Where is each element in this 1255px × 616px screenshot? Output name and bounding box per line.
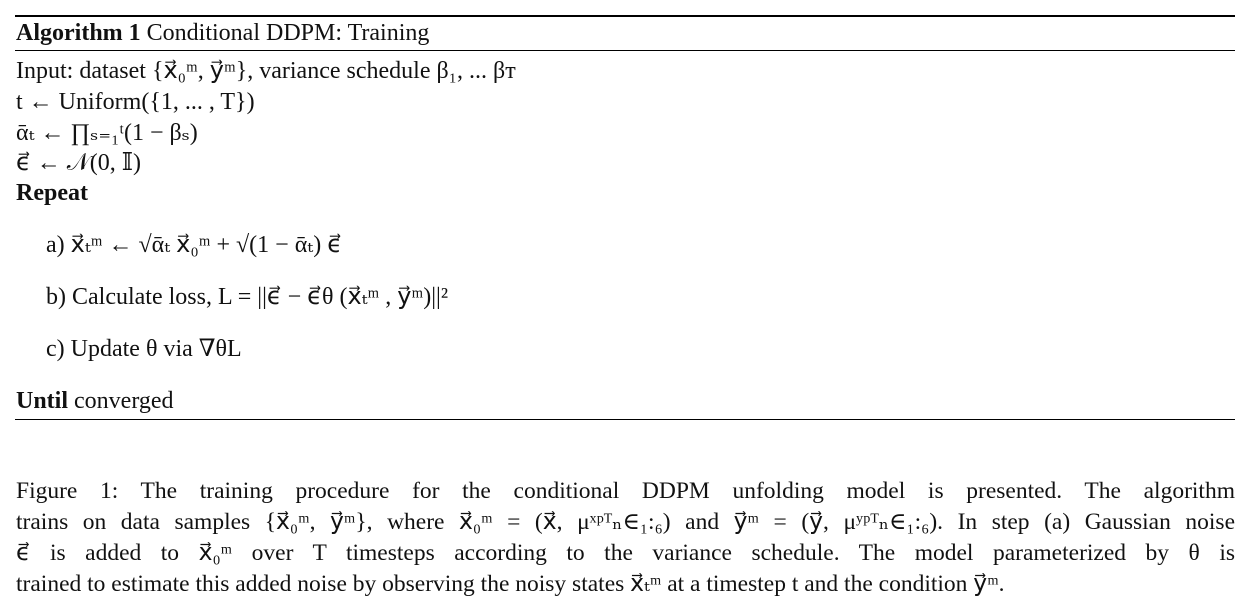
- algorithm-heading: Algorithm 1 Conditional DDPM: Training: [16, 18, 429, 48]
- algorithm-line: ᾱₜ ← ∏ₛ₌₁ᵗ(1 − βₛ): [16, 120, 198, 146]
- bottom-rule: [15, 419, 1235, 420]
- step-text: Update θ via ∇θL: [70, 336, 242, 362]
- algorithm-line: Input: dataset {x⃗₀ᵐ, y⃗ᵐ}, variance sch…: [16, 58, 516, 84]
- until-line: Until converged: [16, 386, 174, 416]
- algorithm-label: Algorithm 1: [16, 20, 141, 46]
- step: c) Update θ via ∇θL: [46, 334, 242, 364]
- algorithm-title: Conditional DDPM: Training: [146, 20, 430, 46]
- step-text: Calculate loss, L = ||ϵ⃗ − ϵ⃗θ (x⃗ₜᵐ , y…: [72, 284, 449, 310]
- step-marker: c): [46, 336, 65, 362]
- step: a) x⃗ₜᵐ ← √ᾱₜ x⃗₀ᵐ + √(1 − ᾱₜ) ϵ⃗: [46, 230, 342, 260]
- caption-line: Figure 1: The training procedure for the…: [16, 478, 1235, 504]
- repeat: Repeat: [16, 180, 88, 206]
- title-rule: [15, 50, 1235, 51]
- until: Until: [16, 388, 69, 414]
- repeat-keyword: Repeat: [16, 178, 88, 208]
- step: b) Calculate loss, L = ||ϵ⃗ − ϵ⃗θ (x⃗ₜᵐ …: [46, 282, 448, 312]
- until-text: converged: [74, 388, 174, 414]
- caption-line: trained to estimate this added noise by …: [16, 571, 1005, 597]
- caption-line: ϵ⃗ is added to x⃗₀ᵐ over T timesteps acc…: [16, 540, 1235, 566]
- step-marker: a): [46, 232, 65, 258]
- caption-line: trains on data samples {x⃗₀ᵐ, y⃗ᵐ}, wher…: [16, 509, 1235, 535]
- step-marker: b): [46, 284, 66, 310]
- algorithm-line: ϵ⃗ ← 𝒩(0, 𝕀): [16, 150, 141, 176]
- algorithm-line: t ← Uniform({1, ... , T}): [16, 89, 255, 115]
- step-text: x⃗ₜᵐ ← √ᾱₜ x⃗₀ᵐ + √(1 − ᾱₜ) ϵ⃗: [70, 232, 342, 258]
- top-rule: [15, 15, 1235, 17]
